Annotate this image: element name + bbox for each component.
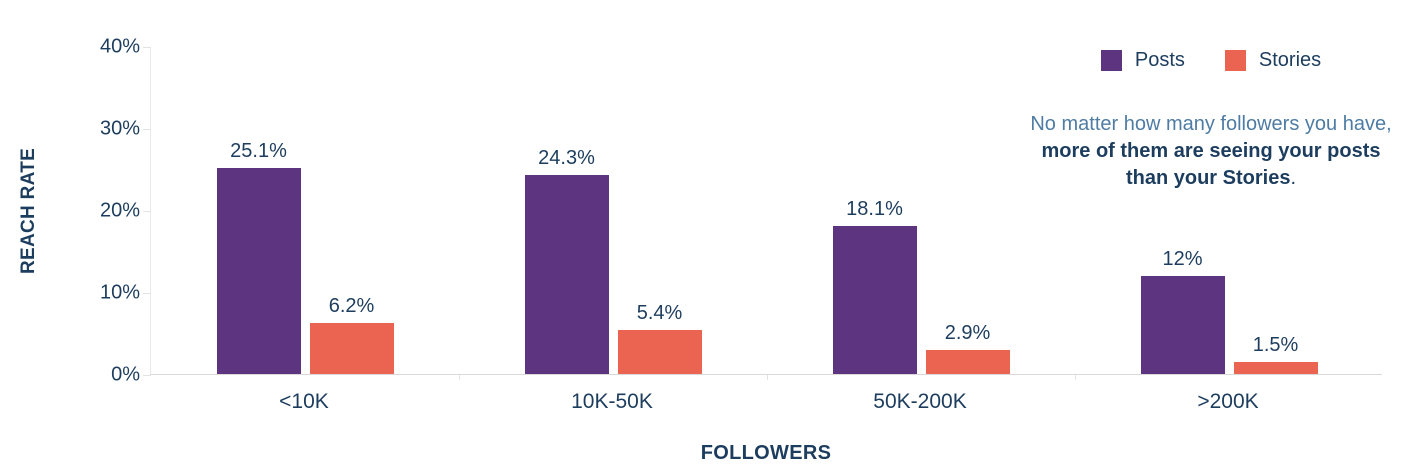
x-category-label: >200K (1197, 390, 1259, 413)
y-axis-tick-mark (143, 375, 151, 376)
legend-swatch-posts (1100, 50, 1122, 71)
y-tick-label: 30% (99, 117, 140, 140)
annotation-line-2: more of them are seeing your posts (1041, 140, 1381, 162)
bar-value-label: 6.2% (328, 295, 375, 318)
y-tick-label: 0% (111, 363, 140, 386)
legend-item-stories: Stories (1224, 49, 1322, 72)
bar-stories: 1.5% (1233, 334, 1318, 374)
bar-stories: 6.2% (309, 295, 394, 374)
annotation-line-3: than your Stories. (1125, 167, 1297, 189)
bar-group: 18.1% 2.9% (767, 47, 1075, 374)
y-axis-title: REACH RATE (18, 147, 39, 275)
bar-posts: 18.1% (832, 198, 917, 374)
x-category-label: 50K-200K (873, 390, 967, 413)
bar-value-label: 2.9% (944, 322, 991, 345)
y-tick-label: 40% (99, 35, 140, 58)
x-axis-tick-mark (1075, 375, 1076, 380)
x-axis-category-labels: <10K 10K-50K 50K-200K >200K (150, 390, 1382, 418)
bar-group: 25.1% 6.2% (151, 47, 459, 374)
bar-value-label: 12% (1162, 247, 1203, 270)
x-category-label: 10K-50K (571, 390, 653, 413)
y-tick-label: 20% (99, 199, 140, 222)
legend-label: Stories (1258, 49, 1322, 71)
bar-posts: 24.3% (524, 147, 609, 374)
legend-swatch-stories (1224, 50, 1246, 71)
x-axis-tick-mark (767, 375, 768, 380)
bar-stories: 2.9% (925, 322, 1010, 374)
x-axis-tick-mark (459, 375, 460, 380)
bar-group: 12% 1.5% (1075, 47, 1383, 374)
x-category-label: <10K (279, 390, 329, 413)
y-axis-tick-mark (143, 211, 151, 212)
bar-posts: 25.1% (216, 140, 301, 374)
annotation-line-1: No matter how many followers you have, (1030, 113, 1392, 135)
bar-stories: 5.4% (617, 302, 702, 374)
legend: Posts Stories (1020, 49, 1402, 72)
bar-value-label: 25.1% (230, 140, 287, 163)
plot-area: 25.1% 6.2% 24.3% 5.4% 18.1% 2.9% 12% 1.5% (143, 47, 1383, 380)
bar-value-label: 1.5% (1252, 333, 1299, 356)
bar-posts: 12% (1140, 248, 1225, 374)
bar-value-label: 18.1% (846, 197, 903, 220)
legend-label: Posts (1134, 49, 1185, 71)
bar-value-label: 24.3% (538, 146, 595, 169)
y-axis-tick-labels: 0% 10% 20% 30% 40% (55, 36, 140, 386)
y-tick-label: 10% (99, 281, 140, 304)
y-axis-tick-mark (143, 47, 151, 48)
y-axis-tick-mark (143, 293, 151, 294)
annotation: No matter how many followers you have, m… (1018, 111, 1402, 192)
y-axis-tick-mark (143, 129, 151, 130)
x-axis-title: FOLLOWERS (700, 442, 832, 464)
legend-item-posts: Posts (1100, 49, 1185, 72)
bar-group: 24.3% 5.4% (459, 47, 767, 374)
bar-value-label: 5.4% (636, 301, 683, 324)
